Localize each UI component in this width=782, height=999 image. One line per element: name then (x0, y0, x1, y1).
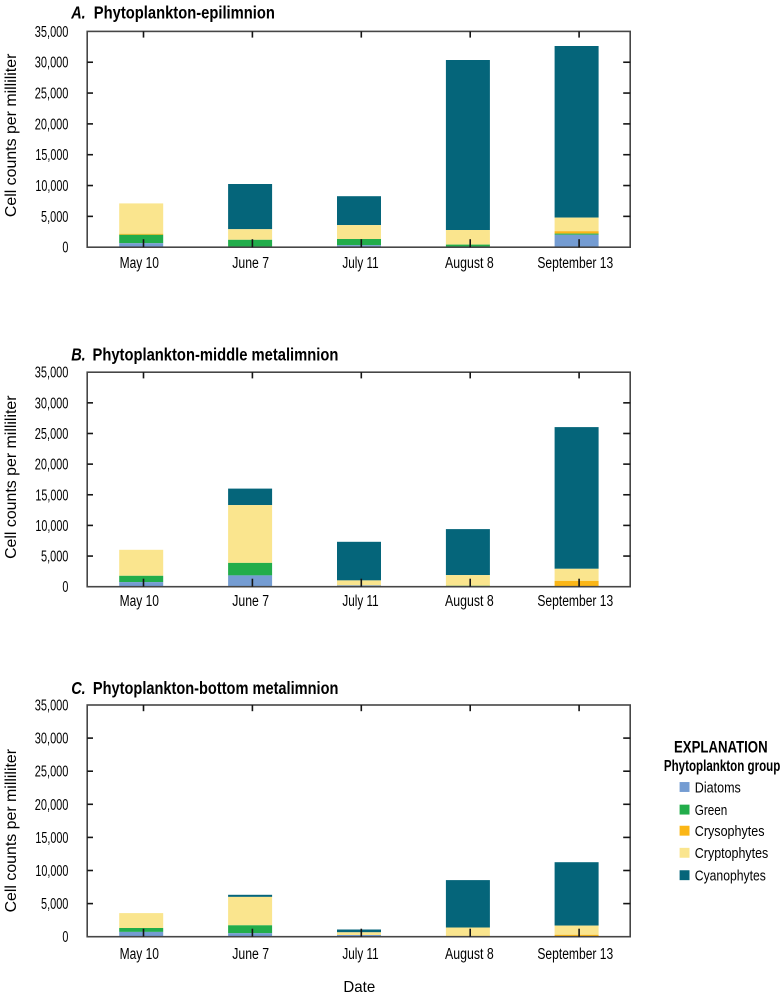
svg-text:15,000: 15,000 (35, 487, 68, 504)
svg-text:June 7: June 7 (232, 593, 269, 610)
svg-text:May 10: May 10 (120, 593, 160, 610)
svg-text:September 13: September 13 (537, 255, 613, 272)
svg-text:30,000: 30,000 (35, 395, 69, 412)
svg-text:B.: B. (71, 345, 86, 365)
svg-text:35,000: 35,000 (35, 24, 69, 41)
svg-text:C.: C. (71, 678, 86, 698)
svg-text:35,000: 35,000 (35, 698, 69, 715)
svg-text:25,000: 25,000 (35, 764, 69, 781)
svg-text:5,000: 5,000 (41, 549, 69, 566)
svg-text:30,000: 30,000 (35, 55, 69, 72)
svg-text:0: 0 (62, 929, 68, 946)
svg-text:Phytoplankton-middle metalimni: Phytoplankton-middle metalimnion (93, 345, 339, 365)
svg-text:0: 0 (62, 579, 68, 596)
svg-text:Cryptophytes: Cryptophytes (695, 846, 769, 862)
svg-text:35,000: 35,000 (35, 365, 69, 382)
svg-text:10,000: 10,000 (35, 518, 68, 535)
svg-text:Cell counts per milliliter: Cell counts per milliliter (3, 395, 20, 559)
svg-text:May 10: May 10 (120, 946, 160, 963)
svg-text:Date: Date (343, 979, 375, 996)
svg-text:July 11: July 11 (342, 946, 378, 963)
svg-text:A.: A. (70, 2, 85, 22)
svg-text:Cell counts per milliliter: Cell counts per milliliter (3, 749, 20, 913)
svg-text:Phytoplankton group: Phytoplankton group (664, 758, 780, 775)
svg-text:June 7: June 7 (232, 946, 269, 963)
svg-text:20,000: 20,000 (35, 797, 69, 814)
svg-text:10,000: 10,000 (35, 863, 68, 880)
svg-text:15,000: 15,000 (35, 830, 68, 847)
svg-text:25,000: 25,000 (35, 426, 69, 443)
svg-text:10,000: 10,000 (35, 178, 68, 195)
svg-text:Crysophytes: Crysophytes (695, 824, 765, 840)
svg-text:July 11: July 11 (342, 255, 378, 272)
svg-text:September 13: September 13 (537, 593, 613, 610)
svg-text:Phytoplankton-epilimnion: Phytoplankton-epilimnion (94, 2, 275, 22)
svg-text:June 7: June 7 (232, 255, 269, 272)
svg-text:30,000: 30,000 (35, 731, 69, 748)
svg-text:20,000: 20,000 (35, 457, 69, 474)
svg-text:August 8: August 8 (445, 255, 494, 272)
svg-text:15,000: 15,000 (35, 147, 68, 164)
svg-text:5,000: 5,000 (41, 896, 69, 913)
svg-text:5,000: 5,000 (41, 209, 69, 226)
svg-text:Green: Green (695, 803, 728, 819)
svg-text:20,000: 20,000 (35, 116, 69, 133)
svg-text:May 10: May 10 (120, 255, 160, 272)
svg-text:July 11: July 11 (342, 593, 378, 610)
svg-text:August 8: August 8 (445, 593, 494, 610)
svg-text:0: 0 (62, 240, 68, 257)
svg-text:Cell counts per milliliter: Cell counts per milliliter (3, 54, 20, 218)
svg-text:Diatoms: Diatoms (695, 780, 741, 796)
svg-text:August 8: August 8 (445, 946, 494, 963)
svg-text:EXPLANATION: EXPLANATION (674, 737, 768, 756)
svg-text:Phytoplankton-bottom metalimni: Phytoplankton-bottom metalimnion (93, 678, 339, 698)
svg-text:Cyanophytes: Cyanophytes (695, 869, 766, 885)
svg-text:September 13: September 13 (537, 946, 613, 963)
svg-text:25,000: 25,000 (35, 86, 69, 103)
